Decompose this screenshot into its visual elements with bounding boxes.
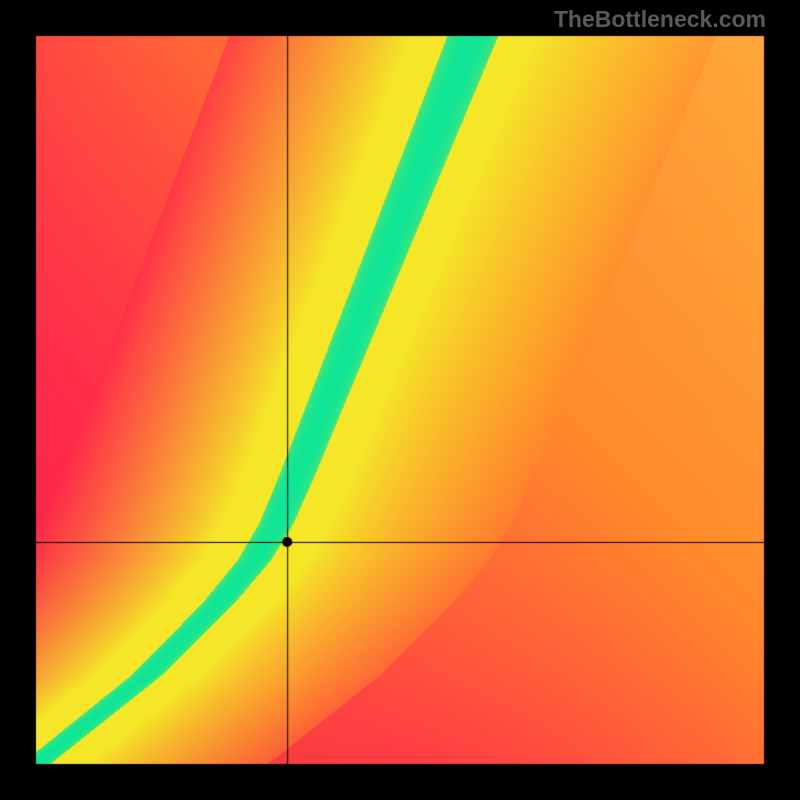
watermark-text: TheBottleneck.com [554, 6, 766, 33]
heatmap-canvas [0, 0, 800, 800]
chart-container: TheBottleneck.com [0, 0, 800, 800]
